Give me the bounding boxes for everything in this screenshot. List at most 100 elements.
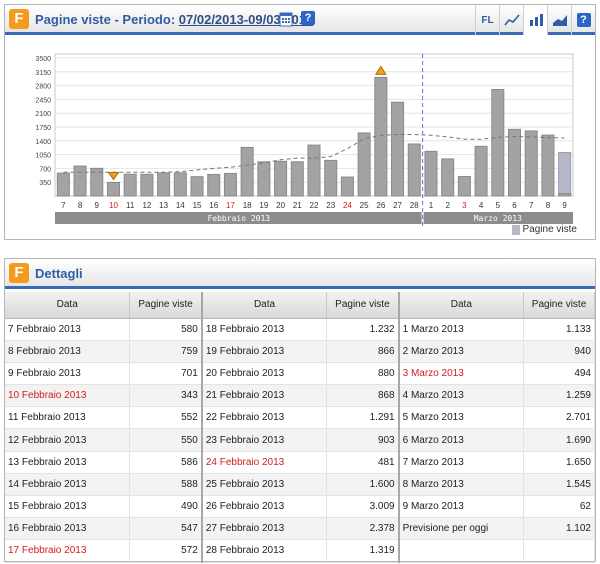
x-tick-label: 9 [95,201,100,210]
bar [457,176,471,197]
bar-chart-icon[interactable] [523,5,547,35]
x-tick-label: 21 [293,201,302,210]
bar [56,172,70,197]
date-cell: 26 Febbraio 2013 [201,495,328,519]
chart-help-icon[interactable]: ? [301,11,315,25]
bar [190,176,204,197]
x-tick-label: 14 [176,201,185,210]
x-tick-label: 28 [410,201,419,210]
forecast-bar [558,152,572,197]
date-cell: 3 Marzo 2013 [398,362,525,386]
views-cell: 1.319 [326,539,400,563]
bar [106,181,120,197]
trend-line [63,134,565,173]
details-table: Data Pagine viste Data Pagine viste Data… [5,292,595,563]
x-tick-label: 8 [546,201,551,210]
chart-panel-title: Pagine viste - Periodo: 07/02/2013-09/03… [35,12,313,27]
x-tick-label: 1 [429,201,434,210]
chart-toolbar: FL ? [475,5,595,35]
x-tick-label: 24 [343,201,352,210]
views-cell: 1.650 [523,451,595,474]
table-row: 17 Febbraio 2013 572 28 Febbraio 2013 1.319 [5,539,595,563]
date-cell: 11 Febbraio 2013 [5,406,131,430]
date-cell: 2 Marzo 2013 [398,340,525,363]
x-tick-label: 23 [326,201,335,210]
x-tick-label: 5 [496,201,501,210]
date-cell: 12 Febbraio 2013 [5,428,131,452]
bar [257,161,271,197]
views-cell: 868 [326,384,400,408]
date-cell: 22 Febbraio 2013 [201,406,328,430]
views-cell: 1.259 [523,384,595,408]
bar [157,172,171,197]
table-row: 7 Febbraio 2013 580 18 Febbraio 2013 1.232 1… [5,318,595,341]
date-cell: 9 Marzo 2013 [398,495,525,519]
legend-swatch [511,224,520,235]
bar [407,143,421,197]
table-row: 11 Febbraio 2013 552 22 Febbraio 2013 1.291… [5,406,595,430]
bar [140,173,154,197]
bar [73,165,87,197]
date-column-header[interactable]: Data [398,292,525,319]
bar [524,130,538,197]
views-cell: 1.133 [523,318,595,341]
views-cell: 1.545 [523,473,595,497]
views-cell: 866 [326,340,400,363]
bar [441,158,455,197]
bar [424,150,438,197]
bar [307,144,321,197]
bar [324,159,338,197]
toolbar-help-icon[interactable]: ? [571,5,595,35]
details-logo-icon: F [9,263,29,283]
y-tick-label: 2100 [35,111,51,118]
x-tick-label: 2 [445,201,450,210]
date-cell: 6 Marzo 2013 [398,428,525,452]
month-label-february: Febbraio 2013 [207,214,270,223]
bar [391,101,405,197]
views-column-header[interactable]: Pagine viste [129,292,203,319]
date-cell: 21 Febbraio 2013 [201,384,328,408]
x-tick-label: 4 [479,201,484,210]
views-cell: 586 [129,451,203,474]
bar [207,173,221,197]
calendar-icon[interactable] [279,11,293,32]
bar [290,161,304,197]
min-marker [107,171,120,181]
views-column-header[interactable]: Pagine viste [326,292,400,319]
x-tick-label: 8 [78,201,83,210]
x-tick-label: 11 [126,201,135,210]
date-cell: 9 Febbraio 2013 [5,362,131,386]
x-tick-label: 7 [61,201,66,210]
x-tick-label: 19 [259,201,268,210]
views-cell: 494 [523,362,595,386]
date-cell: 16 Febbraio 2013 [5,517,131,541]
chart-legend: Pagine viste [511,224,577,235]
bar [274,160,288,197]
views-cell: 1.102 [523,517,595,541]
fl-button[interactable]: FL [475,5,499,35]
bar [558,193,572,197]
views-cell: 490 [129,495,203,519]
views-cell: 588 [129,473,203,497]
table-row: 12 Febbraio 2013 550 23 Febbraio 2013 903 6 … [5,428,595,452]
line-chart-icon[interactable] [499,5,523,35]
bar [340,176,354,197]
x-tick-label: 15 [193,201,202,210]
y-tick-label: 1750 [35,125,51,132]
details-title: Dettagli [35,266,83,281]
date-cell: 25 Febbraio 2013 [201,473,328,497]
views-cell: 1.600 [326,473,400,497]
bar [240,146,254,197]
bar [173,172,187,197]
date-column-header[interactable]: Data [5,292,131,319]
date-cell: 13 Febbraio 2013 [5,451,131,474]
x-tick-label: 26 [376,201,385,210]
date-cell: 27 Febbraio 2013 [201,517,328,541]
pageviews-chart: 350 700 1050 1400 1750 2100 2450 2800 3150 3500 7 8… [35,53,574,228]
views-cell: 1.232 [326,318,400,341]
area-chart-icon[interactable] [547,5,571,35]
views-cell: 2.701 [523,406,595,430]
period-link[interactable]: 07/02/2013-09/03/2013 [178,12,314,27]
views-column-header[interactable]: Pagine viste [523,292,595,319]
date-column-header[interactable]: Data [201,292,328,319]
